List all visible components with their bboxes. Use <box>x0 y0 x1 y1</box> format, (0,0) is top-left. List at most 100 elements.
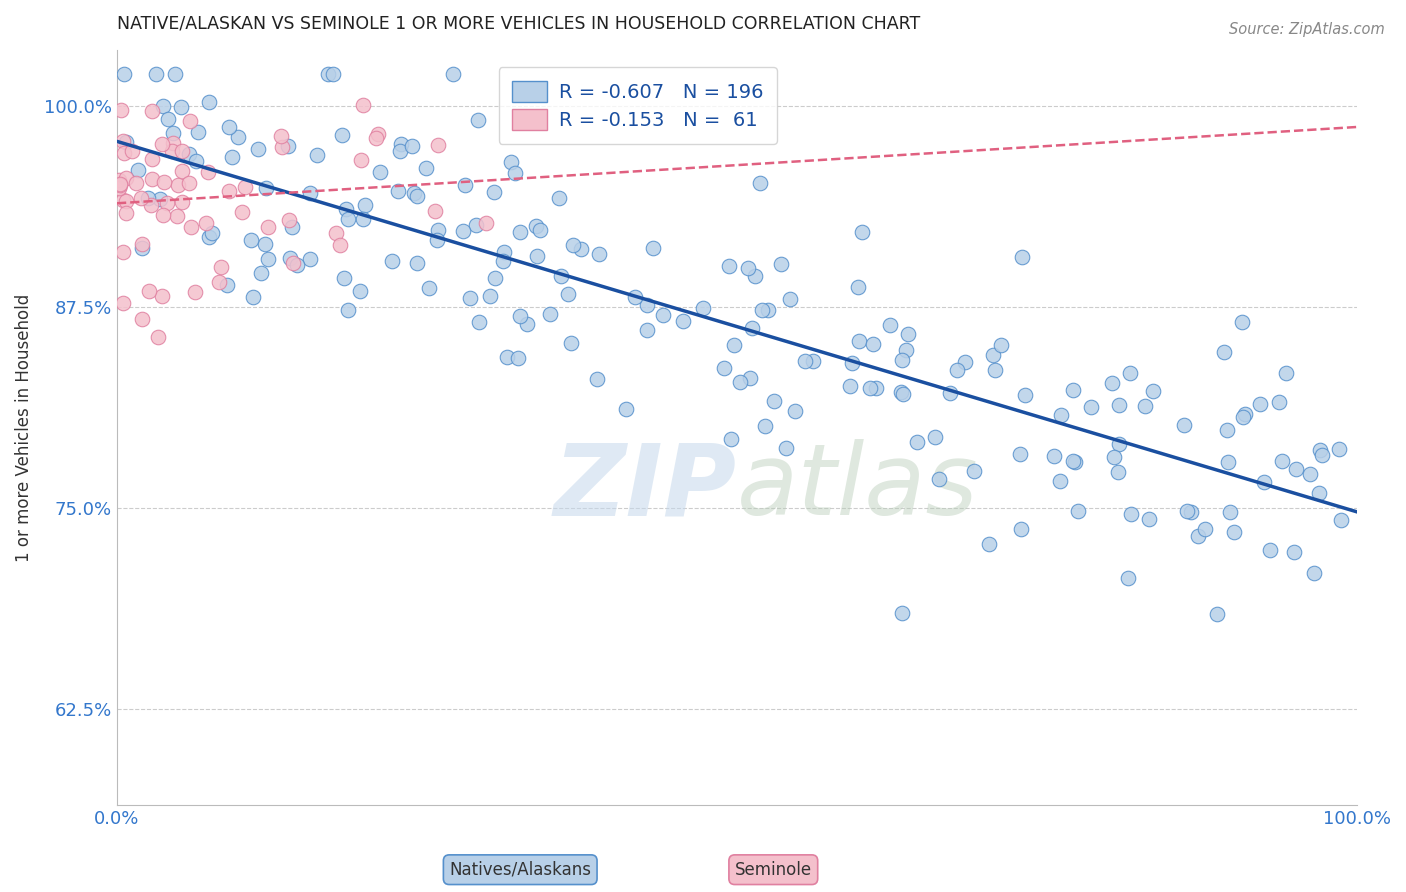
Point <box>129 191 152 205</box>
Point <box>401 139 423 153</box>
Point <box>1187 529 1209 543</box>
Point <box>146 329 169 343</box>
Point <box>1108 437 1130 451</box>
Point <box>641 241 664 255</box>
Point <box>285 259 308 273</box>
Point <box>783 404 806 418</box>
Point <box>349 153 371 167</box>
Point <box>756 302 779 317</box>
Point <box>1310 448 1333 462</box>
Point <box>180 219 202 234</box>
Text: Natives/Alaskans: Natives/Alaskans <box>450 861 591 879</box>
Point <box>1137 512 1160 526</box>
Point <box>928 472 950 486</box>
Point <box>141 152 163 166</box>
Point <box>744 269 766 284</box>
Point <box>366 130 388 145</box>
Point <box>865 381 887 395</box>
Point <box>1049 474 1071 488</box>
Point <box>406 188 429 202</box>
Point <box>1080 400 1102 414</box>
Point <box>754 418 776 433</box>
Point <box>1327 442 1350 456</box>
Point <box>614 402 637 417</box>
Point <box>218 184 240 198</box>
Point <box>451 223 474 237</box>
Point <box>495 350 517 364</box>
Point <box>1043 450 1066 464</box>
Point <box>588 247 610 261</box>
Point <box>349 285 371 299</box>
Point <box>484 271 506 285</box>
Point <box>197 95 219 109</box>
Point <box>1133 399 1156 413</box>
Point <box>1119 366 1142 380</box>
Point <box>1063 455 1085 469</box>
Point <box>737 260 759 275</box>
Point <box>138 285 160 299</box>
Point <box>426 223 449 237</box>
Point <box>138 191 160 205</box>
Point <box>153 175 176 189</box>
Point <box>749 177 772 191</box>
Point <box>108 173 131 187</box>
Point <box>249 266 271 280</box>
Point <box>585 372 607 386</box>
Point <box>112 146 135 161</box>
Point <box>231 204 253 219</box>
Point <box>1258 543 1281 558</box>
Point <box>939 386 962 401</box>
Point <box>405 256 427 270</box>
Point <box>741 321 763 335</box>
Point <box>671 314 693 328</box>
Point <box>112 67 135 81</box>
Point <box>730 375 752 389</box>
Point <box>1282 545 1305 559</box>
Point <box>955 355 977 369</box>
Point <box>1011 250 1033 264</box>
Point <box>177 146 200 161</box>
Point <box>367 127 389 141</box>
Point <box>166 209 188 223</box>
Point <box>152 208 174 222</box>
Point <box>283 256 305 270</box>
Point <box>160 144 183 158</box>
Point <box>278 213 301 227</box>
Point <box>770 257 793 271</box>
Point <box>278 251 301 265</box>
Point <box>474 216 496 230</box>
Point <box>150 136 173 151</box>
Point <box>1267 394 1289 409</box>
Point <box>1309 442 1331 457</box>
Point <box>111 295 134 310</box>
Point <box>156 112 179 127</box>
Point <box>141 104 163 119</box>
Point <box>115 170 138 185</box>
Point <box>924 429 946 443</box>
Point <box>172 194 194 209</box>
Point <box>479 289 502 303</box>
Point <box>1050 408 1073 422</box>
Point <box>524 219 547 233</box>
Point <box>1285 462 1308 476</box>
Point <box>946 363 969 377</box>
Text: ZIP: ZIP <box>554 440 737 536</box>
Point <box>163 67 186 81</box>
Point <box>198 229 221 244</box>
Point <box>571 242 593 256</box>
Point <box>838 378 860 392</box>
Point <box>218 120 240 134</box>
Point <box>254 181 277 195</box>
Point <box>636 297 658 311</box>
Point <box>337 303 360 318</box>
Point <box>352 97 374 112</box>
Point <box>299 252 322 266</box>
Point <box>141 172 163 186</box>
Point <box>1303 566 1326 580</box>
Point <box>692 301 714 315</box>
Point <box>891 387 914 401</box>
Point <box>516 317 538 331</box>
Point <box>131 236 153 251</box>
Point <box>529 223 551 237</box>
Point <box>239 233 262 247</box>
